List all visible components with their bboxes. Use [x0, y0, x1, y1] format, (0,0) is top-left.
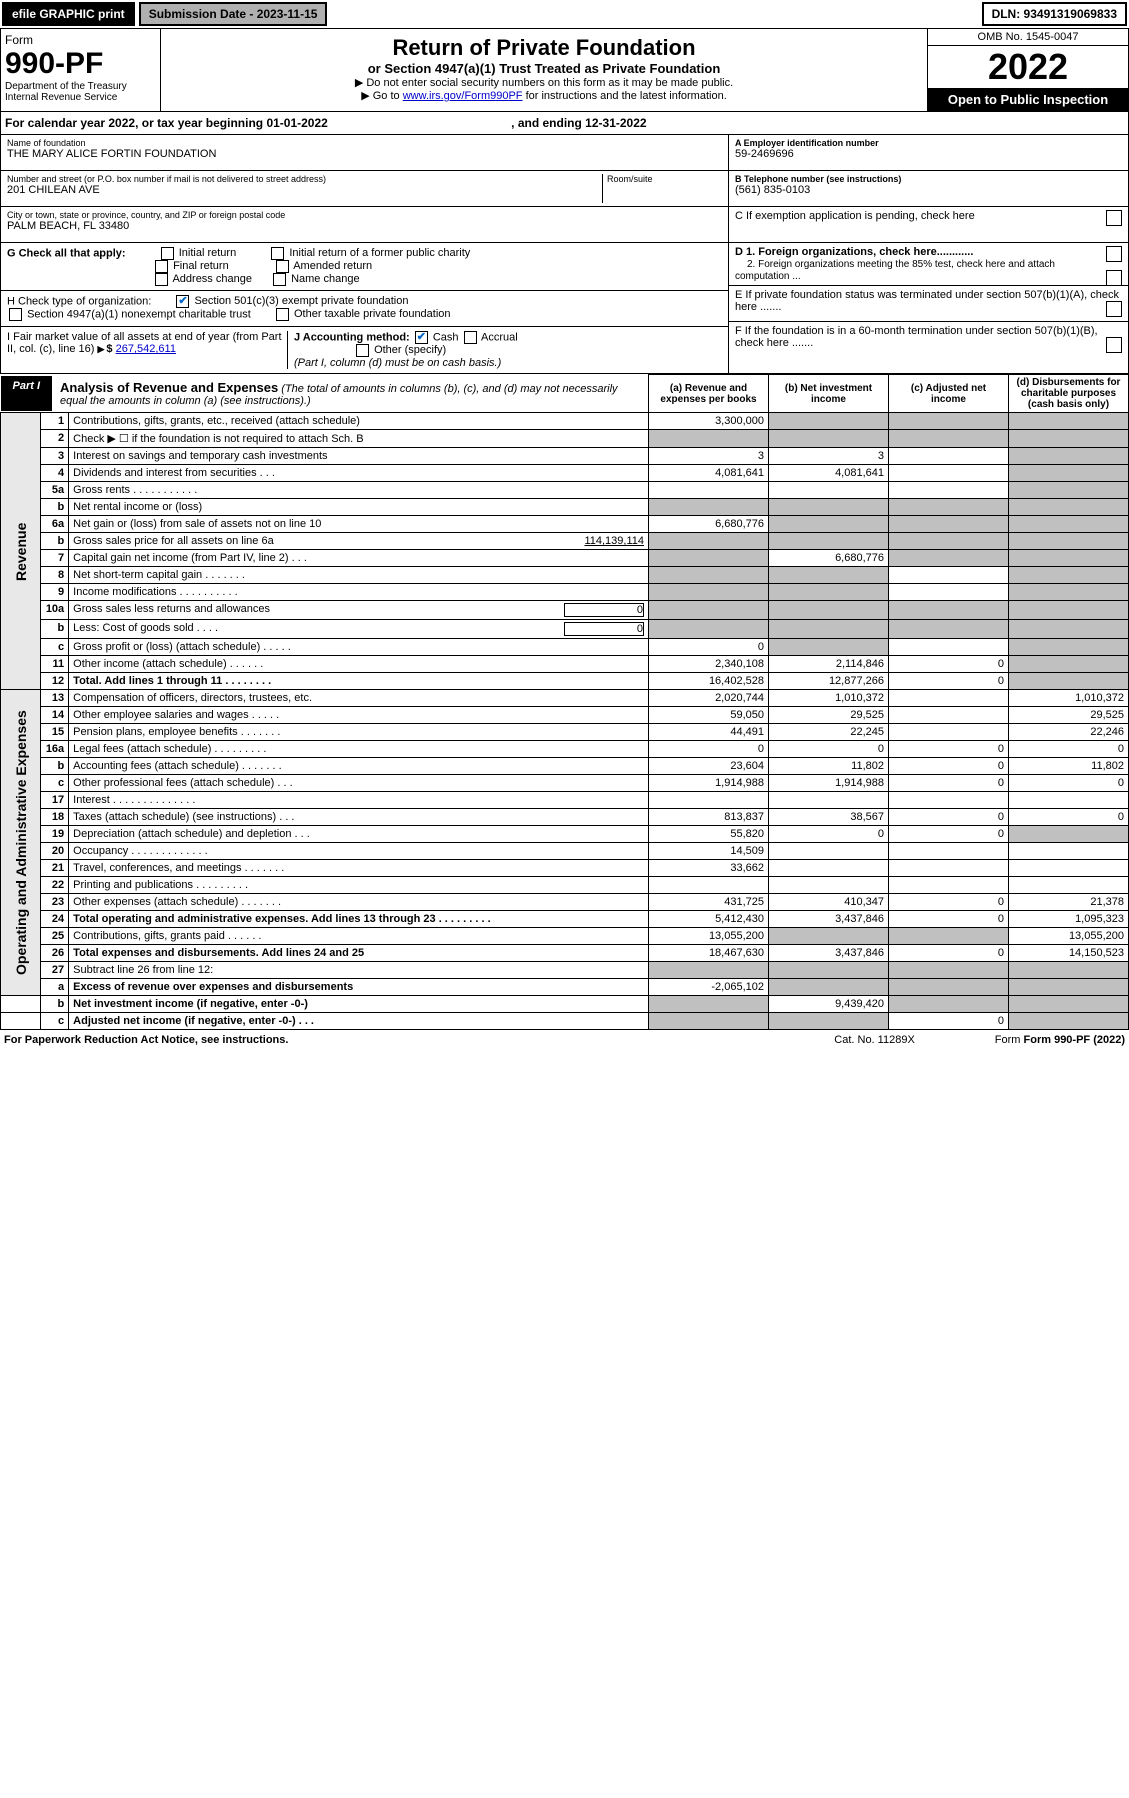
part1-tag: Part I — [1, 376, 53, 411]
info-grid: Name of foundation THE MARY ALICE FORTIN… — [0, 135, 1129, 374]
form-ref: Form Form 990-PF (2022) — [995, 1034, 1125, 1046]
fmv-link[interactable]: 267,542,611 — [116, 343, 176, 355]
irs-link[interactable]: www.irs.gov/Form990PF — [403, 90, 523, 102]
form-label: Form — [5, 33, 156, 47]
g-checks: G Check all that apply: Initial return I… — [1, 243, 728, 291]
year-cell: OMB No. 1545-0047 2022 Open to Public In… — [928, 29, 1128, 111]
efile-badge: efile GRAPHIC print — [2, 2, 135, 26]
info-left: Name of foundation THE MARY ALICE FORTIN… — [1, 135, 728, 373]
c-row: C If exemption application is pending, c… — [729, 207, 1128, 243]
title-cell: Return of Private Foundation or Section … — [161, 29, 928, 111]
phone-row: B Telephone number (see instructions) (5… — [729, 171, 1128, 207]
cb-amended[interactable] — [276, 260, 289, 273]
part1-header: Part I Analysis of Revenue and Expenses … — [1, 376, 649, 411]
cb-e[interactable] — [1106, 301, 1122, 317]
info-right: A Employer identification number 59-2469… — [728, 135, 1128, 373]
col-a: (a) Revenue and expenses per books — [649, 375, 769, 413]
form-header: Form 990-PF Department of the Treasury I… — [0, 28, 1129, 112]
goto-note: ▶ Go to www.irs.gov/Form990PF for instru… — [167, 89, 921, 102]
city-row: City or town, state or province, country… — [1, 207, 728, 243]
col-b: (b) Net investment income — [769, 375, 889, 413]
i-j-row: I Fair market value of all assets at end… — [1, 327, 728, 373]
cat-no: Cat. No. 11289X — [834, 1034, 915, 1046]
open-public: Open to Public Inspection — [928, 88, 1128, 111]
cb-501c3[interactable] — [176, 295, 189, 308]
h-checks: H Check type of organization: Section 50… — [1, 291, 728, 327]
cb-other-tax[interactable] — [276, 308, 289, 321]
part1-table: Part I Analysis of Revenue and Expenses … — [0, 374, 1129, 1030]
cb-final[interactable] — [155, 260, 168, 273]
cb-address[interactable] — [155, 273, 168, 286]
form-number: 990-PF — [5, 47, 156, 81]
d-row: D 1. Foreign organizations, check here..… — [729, 243, 1128, 286]
foundation-name-row: Name of foundation THE MARY ALICE FORTIN… — [1, 135, 728, 171]
expenses-label: Operating and Administrative Expenses — [1, 690, 41, 996]
ssn-note: ▶ Do not enter social security numbers o… — [167, 76, 921, 89]
cb-c[interactable] — [1106, 210, 1122, 226]
address-row: Number and street (or P.O. box number if… — [1, 171, 728, 207]
cb-cash[interactable] — [415, 331, 428, 344]
e-row: E If private foundation status was termi… — [729, 286, 1128, 322]
cb-d1[interactable] — [1106, 246, 1122, 262]
omb-number: OMB No. 1545-0047 — [928, 29, 1128, 46]
form-subtitle: or Section 4947(a)(1) Trust Treated as P… — [167, 61, 921, 76]
submission-date: Submission Date - 2023-11-15 — [139, 2, 328, 26]
paperwork-notice: For Paperwork Reduction Act Notice, see … — [4, 1034, 288, 1046]
tax-year: 2022 — [928, 46, 1128, 88]
cb-d2[interactable] — [1106, 270, 1122, 286]
col-d: (d) Disbursements for charitable purpose… — [1009, 375, 1129, 413]
f-row: F If the foundation is in a 60-month ter… — [729, 322, 1128, 358]
cb-4947[interactable] — [9, 308, 22, 321]
ein-row: A Employer identification number 59-2469… — [729, 135, 1128, 171]
revenue-label: Revenue — [1, 413, 41, 690]
top-bar: efile GRAPHIC print Submission Date - 20… — [0, 0, 1129, 28]
footer: For Paperwork Reduction Act Notice, see … — [0, 1030, 1129, 1050]
cb-f[interactable] — [1106, 337, 1122, 353]
calendar-year-row: For calendar year 2022, or tax year begi… — [0, 112, 1129, 135]
form-title: Return of Private Foundation — [167, 35, 921, 61]
cb-initial[interactable] — [161, 247, 174, 260]
col-c: (c) Adjusted net income — [889, 375, 1009, 413]
form-id-cell: Form 990-PF Department of the Treasury I… — [1, 29, 161, 111]
cb-name[interactable] — [273, 273, 286, 286]
dln: DLN: 93491319069833 — [982, 2, 1127, 26]
part1-title: Analysis of Revenue and Expenses (The to… — [52, 376, 648, 411]
cb-initial-former[interactable] — [271, 247, 284, 260]
dept-treasury: Department of the Treasury Internal Reve… — [5, 81, 156, 103]
cb-other-acct[interactable] — [356, 344, 369, 357]
cb-accrual[interactable] — [464, 331, 477, 344]
